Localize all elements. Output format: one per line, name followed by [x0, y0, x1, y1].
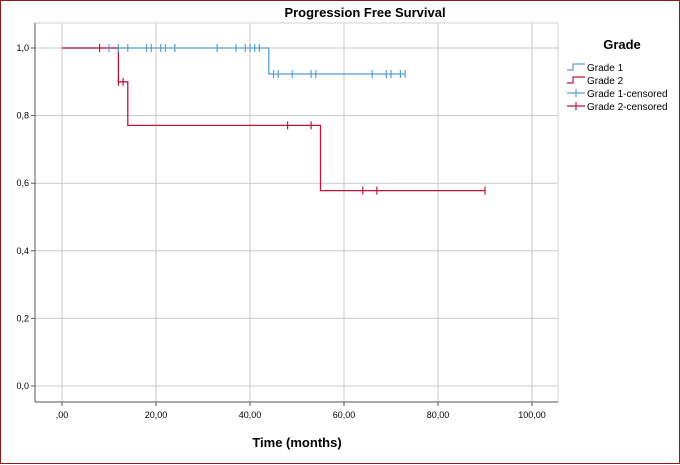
chart-title: Progression Free Survival [284, 5, 445, 20]
x-tick-label: ,00 [56, 410, 69, 420]
legend-label: Grade 2 [587, 76, 624, 87]
legend-title: Grade [603, 37, 641, 52]
grid-lines [35, 23, 558, 402]
censor-marks [98, 44, 486, 195]
x-tick-label: 60,00 [333, 410, 356, 420]
x-tick-label: 20,00 [145, 410, 168, 420]
y-tick-label: 0,2 [16, 313, 29, 323]
curve-grade-2 [62, 47, 485, 192]
legend-label: Grade 1 [587, 63, 624, 74]
legend-label: Grade 1-censored [587, 89, 668, 100]
y-tick-label: 0,6 [16, 178, 29, 188]
legend: Grade Grade 1 Grade 2 Grade 1-censored Grade… [567, 37, 668, 113]
y-tick-label: 0,0 [16, 381, 29, 391]
survival-curves [62, 47, 485, 192]
x-axis-label: Time (months) [252, 435, 341, 450]
axes [31, 22, 559, 406]
y-tick-label: 1,0 [16, 43, 29, 53]
x-tick-label: 80,00 [427, 410, 450, 420]
curve-grade-1 [62, 47, 406, 75]
x-tick-labels: ,00 20,00 40,00 60,00 80,00 100,00 [56, 410, 546, 420]
x-tick-label: 40,00 [239, 410, 262, 420]
legend-swatch [567, 76, 585, 84]
plot-border [34, 22, 559, 403]
legend-swatch [567, 63, 585, 71]
x-tick-label: 100,00 [518, 410, 546, 420]
y-tick-label: 0,4 [16, 246, 29, 256]
legend-label: Grade 2-censored [587, 102, 668, 113]
y-tick-labels: 0,0 0,2 0,4 0,6 0,8 1,0 [16, 43, 29, 391]
y-tick-label: 0,8 [16, 111, 29, 121]
